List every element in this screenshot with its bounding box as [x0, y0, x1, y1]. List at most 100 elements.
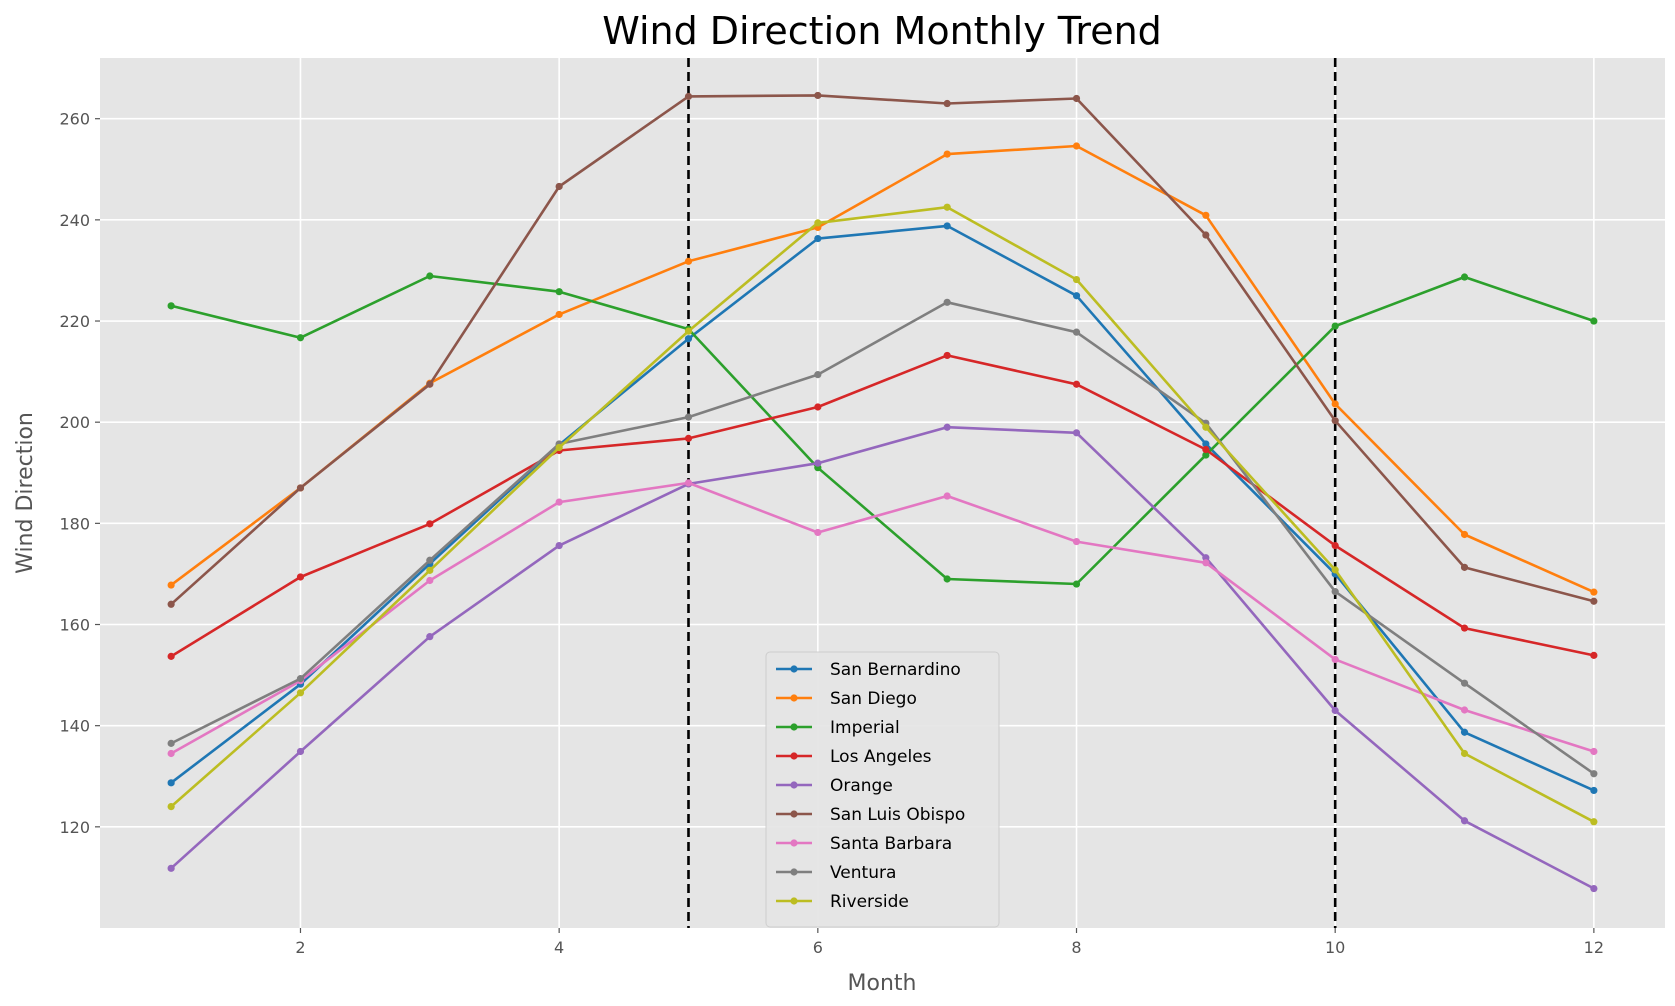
data-point — [296, 484, 305, 492]
data-point — [814, 459, 822, 467]
data-point — [684, 257, 693, 265]
data-point — [943, 423, 951, 431]
data-point — [943, 203, 951, 211]
data-point — [426, 576, 434, 585]
legend-marker — [790, 723, 798, 731]
data-point — [1202, 211, 1210, 219]
data-point — [684, 327, 693, 335]
y-tick-label: 220 — [59, 312, 90, 331]
data-point — [1072, 537, 1081, 546]
series-line — [170, 205, 1595, 823]
data-point — [684, 335, 693, 343]
series-group — [167, 91, 1598, 893]
legend-item: Imperial — [776, 718, 900, 738]
data-point — [943, 298, 951, 306]
legend-marker — [790, 665, 798, 673]
data-point — [814, 371, 822, 379]
data-point — [555, 542, 563, 550]
legend-marker — [790, 868, 798, 876]
data-point — [426, 520, 434, 528]
data-point — [1072, 380, 1081, 388]
legend-marker — [790, 752, 798, 760]
legend-label: Los Angeles — [830, 747, 932, 767]
reference-lines — [687, 58, 1337, 928]
data-point — [1331, 542, 1339, 550]
legend-marker — [790, 839, 798, 847]
data-point — [1072, 292, 1081, 300]
data-point — [1202, 231, 1210, 239]
data-point — [1460, 706, 1469, 714]
data-point — [167, 803, 175, 811]
data-point — [1331, 706, 1339, 715]
legend-label: San Diego — [830, 689, 917, 709]
data-point — [296, 747, 305, 756]
data-point — [814, 219, 822, 227]
legend-label: Ventura — [830, 863, 896, 883]
data-point — [1331, 322, 1339, 330]
data-point — [1590, 651, 1598, 659]
data-point — [1331, 417, 1339, 425]
data-point — [943, 575, 951, 583]
data-point — [555, 443, 563, 452]
x-axis-label: Month — [848, 971, 917, 996]
data-point — [943, 351, 951, 360]
data-point — [296, 689, 305, 697]
series-line — [170, 425, 1595, 890]
x-tick-label: 4 — [554, 938, 564, 957]
data-point — [1590, 747, 1598, 756]
x-tick-label: 6 — [813, 938, 823, 957]
data-point — [1331, 655, 1339, 664]
data-point — [426, 556, 434, 564]
legend-marker — [790, 694, 798, 702]
y-tick-labels: 120 140 160 180 200 220 240 260 — [59, 110, 100, 837]
legend-marker — [790, 897, 798, 905]
data-point — [1072, 580, 1081, 588]
series-line — [170, 481, 1595, 755]
legend-item: San Diego — [776, 689, 917, 709]
legend-item: Orange — [776, 776, 893, 796]
data-point — [426, 380, 434, 388]
chart-title: Wind Direction Monthly Trend — [602, 9, 1162, 53]
data-point — [1072, 328, 1081, 336]
y-tick-label: 240 — [59, 211, 90, 230]
legend: San Bernardino San Diego Imperial Los Angel… — [765, 651, 1000, 928]
data-point — [1202, 451, 1210, 459]
legend-item: San Luis Obispo — [776, 805, 965, 825]
data-point — [1072, 429, 1081, 437]
data-point — [426, 566, 434, 574]
data-point — [1331, 566, 1339, 574]
data-point — [296, 675, 305, 683]
data-point — [1590, 884, 1598, 893]
data-point — [943, 222, 951, 230]
data-point — [426, 633, 434, 641]
data-point — [167, 652, 175, 660]
data-point — [684, 413, 693, 421]
legend-label: Orange — [830, 776, 893, 796]
data-point — [555, 288, 563, 296]
y-axis-label: Wind Direction — [13, 412, 38, 574]
legend-label: Riverside — [830, 892, 909, 912]
data-point — [1460, 624, 1469, 632]
series-riverside — [167, 203, 1598, 826]
data-point — [167, 749, 175, 758]
data-point — [1460, 817, 1469, 825]
data-point — [684, 479, 693, 487]
data-point — [814, 91, 822, 100]
data-point — [1072, 142, 1081, 150]
x-tick-label: 2 — [295, 938, 305, 957]
series-line — [170, 300, 1595, 775]
y-tick-label: 140 — [59, 717, 90, 736]
data-point — [1460, 563, 1469, 571]
data-point — [167, 581, 175, 589]
data-point — [1202, 423, 1210, 431]
legend-marker — [790, 781, 798, 789]
data-point — [1460, 530, 1469, 539]
data-point — [296, 573, 305, 581]
data-point — [1460, 728, 1469, 736]
legend-item: Los Angeles — [776, 747, 932, 767]
series-ventura — [167, 298, 1598, 778]
data-point — [167, 864, 175, 872]
data-point — [1590, 786, 1598, 795]
data-point — [943, 492, 951, 500]
data-point — [943, 150, 951, 158]
